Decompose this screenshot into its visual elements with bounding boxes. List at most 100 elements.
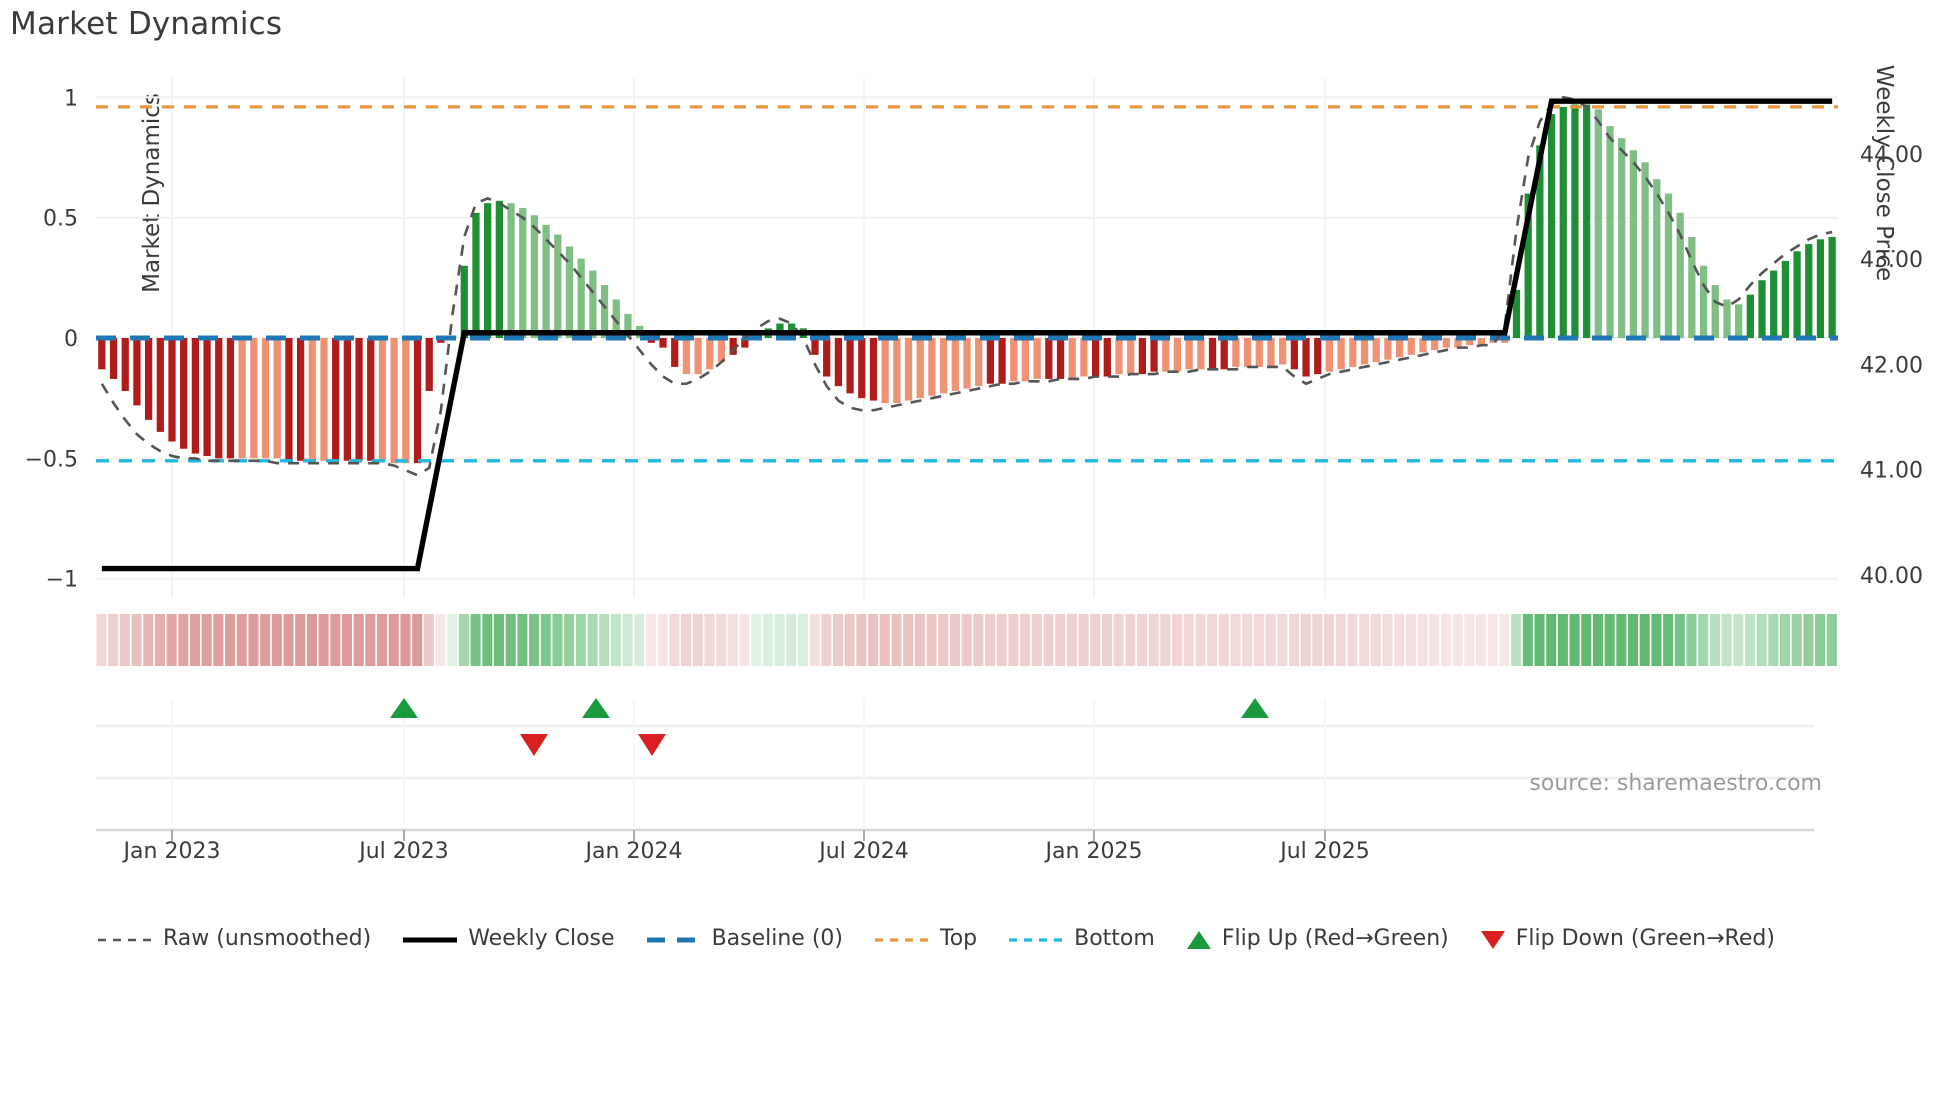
heat-cell <box>330 614 341 666</box>
heat-cell <box>727 614 738 666</box>
bar <box>285 338 293 461</box>
heat-cell <box>961 614 972 666</box>
heat-cell <box>154 614 165 666</box>
heat-cell <box>1663 614 1674 666</box>
legend-item[interactable]: Flip Up (Red→Green) <box>1185 926 1449 951</box>
heat-cell <box>692 614 703 666</box>
bar <box>1138 338 1146 375</box>
heat-cell <box>1440 614 1452 666</box>
bar <box>320 338 328 461</box>
bar <box>600 285 609 338</box>
y-axis-right-tick-label: 40.00 <box>1860 564 1923 589</box>
flip-up-marker[interactable] <box>1241 698 1269 718</box>
bar <box>904 338 913 401</box>
bar <box>1664 193 1673 338</box>
bar <box>916 338 924 399</box>
bar <box>963 338 971 389</box>
heat-cell <box>1148 614 1159 666</box>
heat-cell <box>201 614 212 666</box>
bar <box>1173 338 1182 372</box>
x-axis-tick-label: Jan 2025 <box>1044 839 1143 864</box>
heat-cell <box>318 614 329 666</box>
legend-item[interactable]: Weekly Close <box>401 926 615 951</box>
heat-cell <box>1253 614 1264 666</box>
bar <box>1816 239 1825 338</box>
bar <box>1197 338 1205 370</box>
heat-cell <box>306 614 317 666</box>
source-label: source: sharemaestro.com <box>1529 771 1822 796</box>
heat-cell <box>1066 614 1077 666</box>
legend-item-label: Weekly Close <box>468 926 615 951</box>
heat-cell <box>1756 614 1767 666</box>
heat-cell <box>447 614 458 666</box>
flip-up-marker[interactable] <box>582 698 610 718</box>
bar <box>1746 294 1754 338</box>
heat-cell <box>1768 614 1779 666</box>
y-axis-left-tick-label: −1 <box>46 568 78 593</box>
heat-cell <box>178 614 189 666</box>
bar <box>1770 270 1778 338</box>
heat-cell <box>1195 614 1206 666</box>
heat-cell <box>774 614 785 666</box>
legend-item[interactable]: Baseline (0) <box>645 926 843 951</box>
raw-line-path <box>100 95 1833 477</box>
heat-cell <box>1043 614 1054 666</box>
heat-cell <box>1242 614 1253 666</box>
bar <box>1010 338 1018 382</box>
heat-cell <box>1628 614 1639 666</box>
bar <box>1781 260 1790 338</box>
bar <box>296 338 305 461</box>
heat-cell <box>529 614 540 666</box>
bar <box>1676 212 1684 338</box>
bar <box>1220 338 1228 370</box>
heat-cell <box>1522 614 1533 666</box>
legend-item[interactable]: Raw (unsmoothed) <box>96 926 371 951</box>
bar <box>928 338 936 396</box>
heat-cell <box>1347 614 1358 666</box>
bar <box>823 338 831 377</box>
x-axis-tick-label: Jul 2025 <box>1278 839 1370 864</box>
heat-cell <box>1826 614 1837 666</box>
bar <box>215 338 223 459</box>
heat-cell <box>108 614 119 666</box>
heat-cell <box>1476 614 1487 666</box>
bar <box>1512 289 1521 338</box>
heat-cell <box>458 614 469 666</box>
heat-cell <box>1546 614 1557 666</box>
legend-item[interactable]: Flip Down (Green→Red) <box>1479 926 1775 951</box>
y-axis-left-tick-label: −0.5 <box>25 447 78 472</box>
heat-cell <box>1721 614 1732 666</box>
heat-cell <box>1557 614 1568 666</box>
heat-cell <box>1452 614 1463 666</box>
heat-cell <box>1511 614 1522 666</box>
bar <box>530 215 539 338</box>
bar <box>717 338 726 363</box>
bar <box>1127 338 1135 375</box>
legend-item[interactable]: Bottom <box>1007 926 1155 951</box>
y-axis-left-tick-label: 1 <box>64 86 78 111</box>
x-axis-tick-label: Jul 2023 <box>357 839 449 864</box>
flip-down-marker[interactable] <box>520 734 548 756</box>
legend-item[interactable]: Top <box>873 926 977 951</box>
page-title: Market Dynamics <box>10 6 283 42</box>
bar <box>881 338 889 403</box>
heat-cell <box>1709 614 1720 666</box>
heat-cell <box>833 614 844 666</box>
heat-cell <box>622 614 633 666</box>
heat-cell <box>739 614 750 666</box>
heat-cell <box>1090 614 1101 666</box>
heat-cell <box>1674 614 1685 666</box>
bar <box>1828 236 1836 338</box>
heat-cell <box>973 614 984 666</box>
heat-cell <box>540 614 551 666</box>
bar <box>1594 109 1602 338</box>
y-axis-right-tick-label: 44.00 <box>1860 143 1923 168</box>
heat-cell <box>657 614 668 666</box>
heat-cell <box>985 614 996 666</box>
bar <box>1162 338 1170 372</box>
heat-cell <box>271 614 282 666</box>
heat-cell <box>610 614 621 666</box>
heat-cell <box>891 614 902 666</box>
flip-up-marker[interactable] <box>390 698 418 718</box>
flip-down-marker[interactable] <box>638 734 666 756</box>
